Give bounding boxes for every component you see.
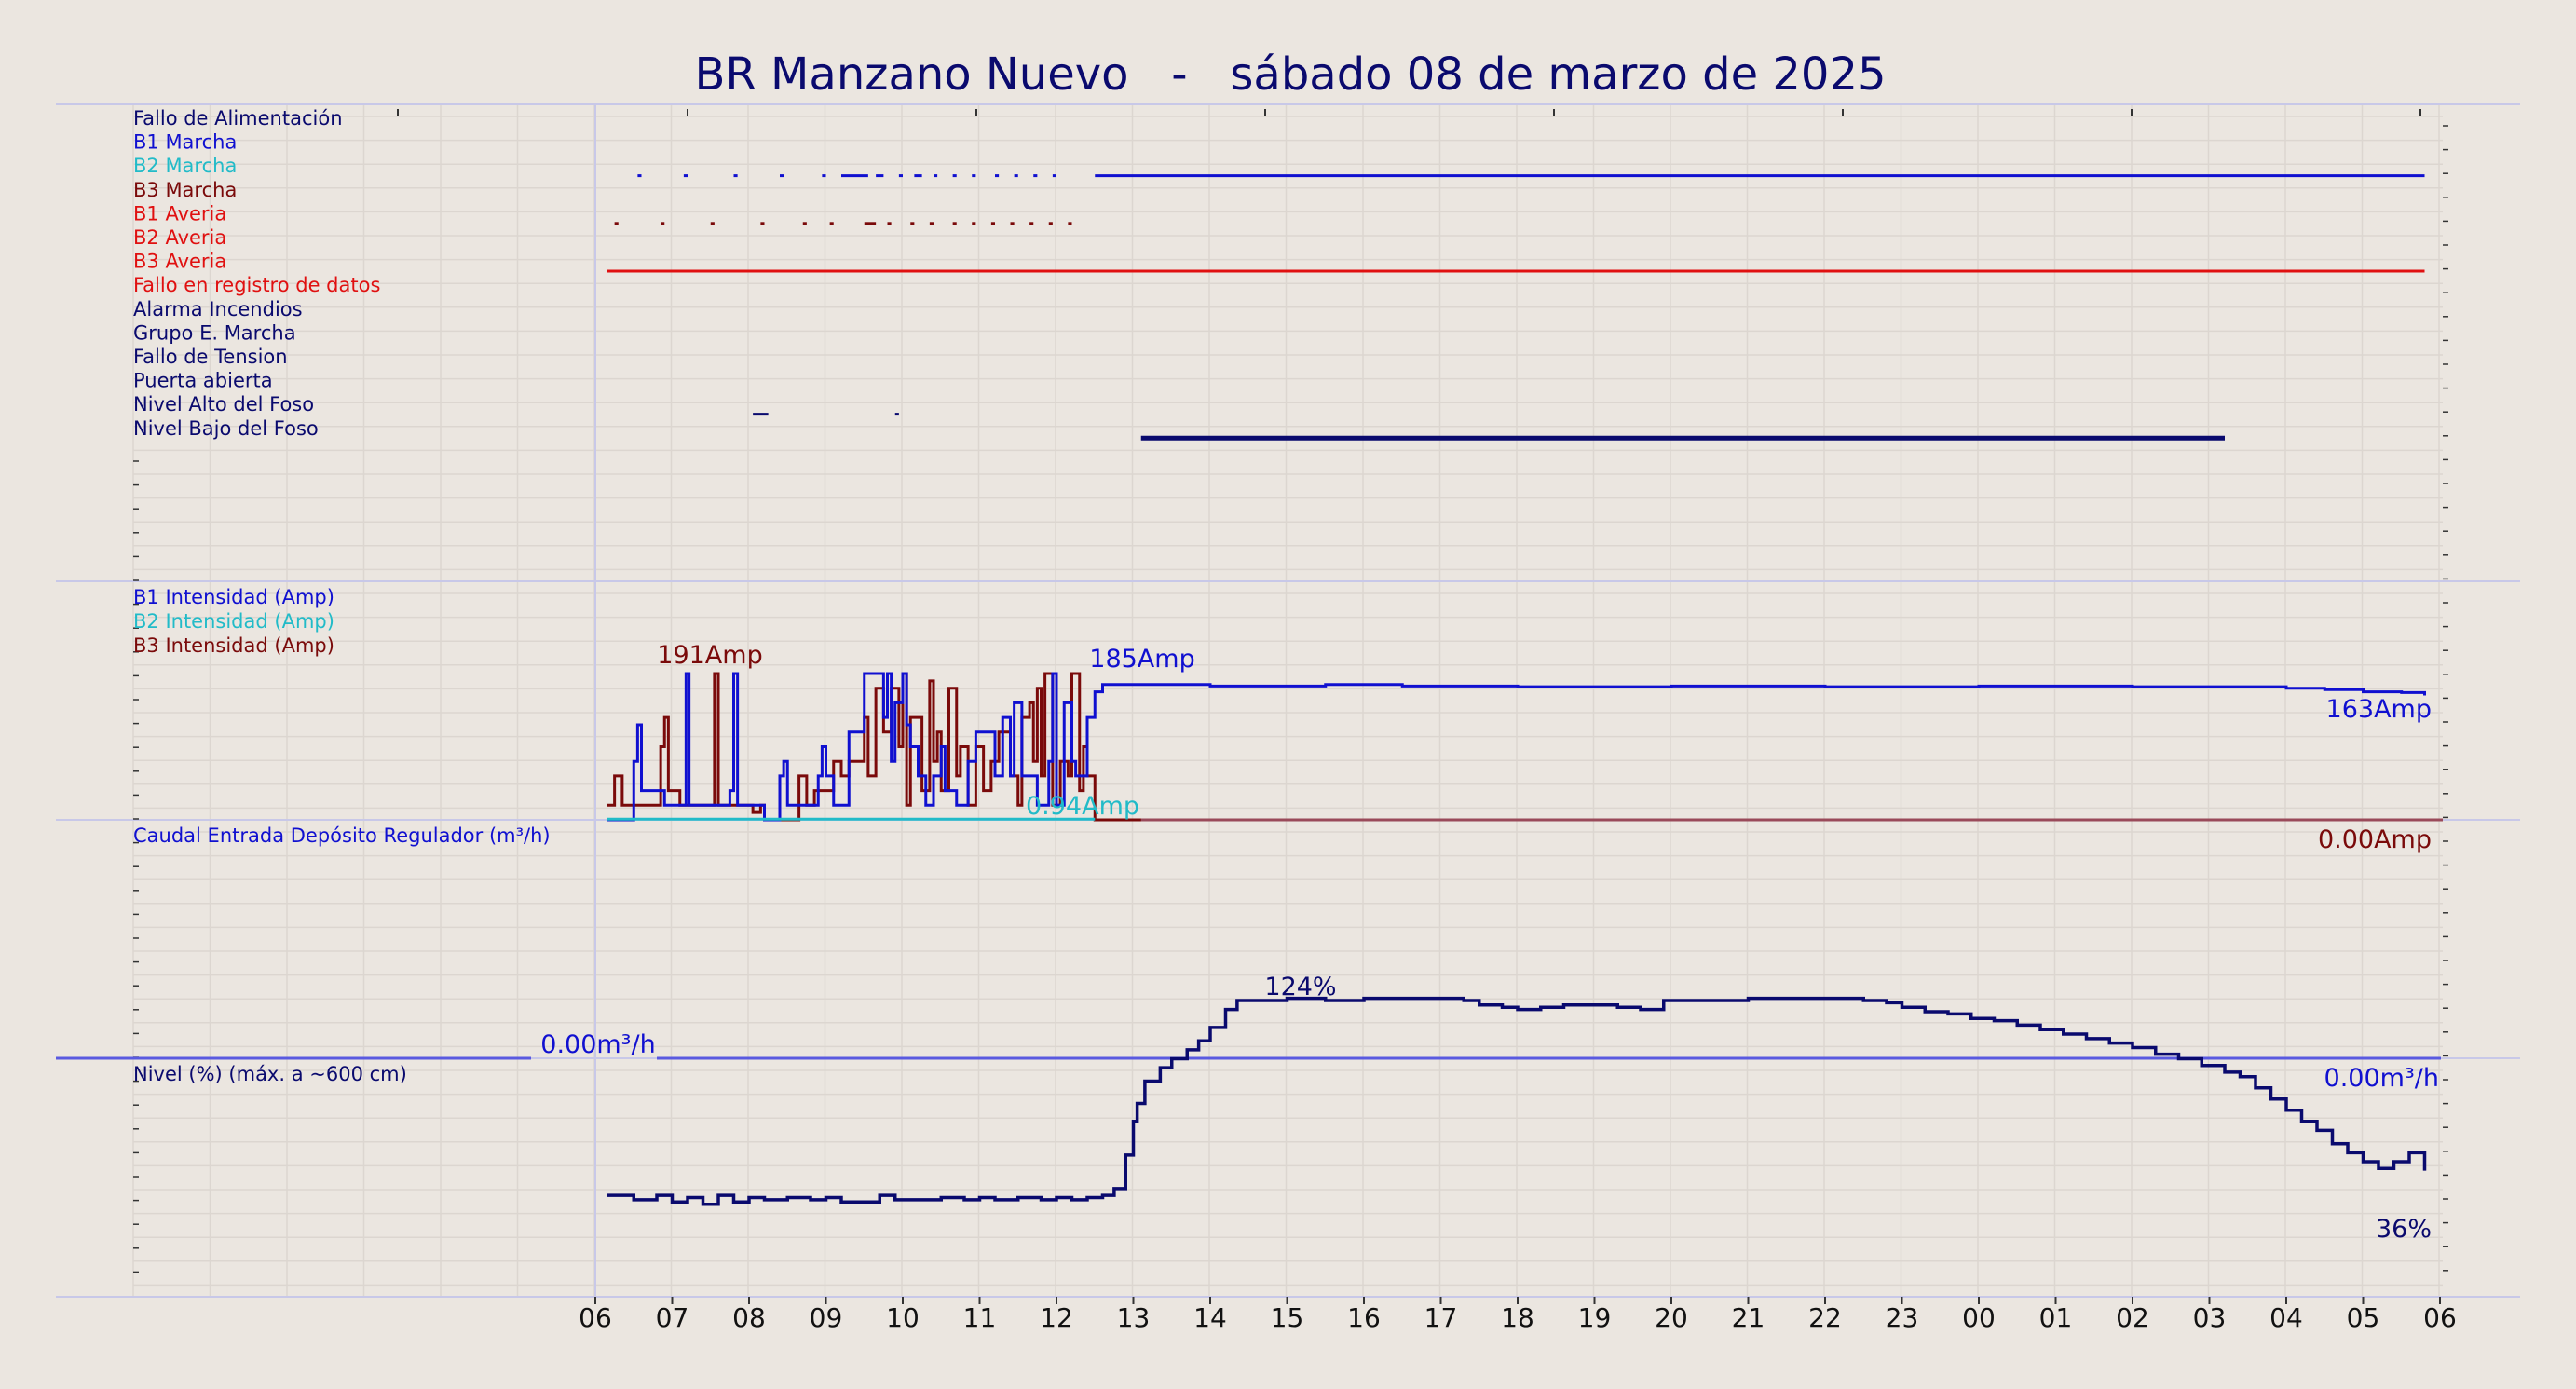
x-tick-label: 21 (1732, 1302, 1765, 1333)
x-tick-label: 14 (1193, 1302, 1227, 1333)
level-annotation: 124% (1264, 973, 1336, 1001)
current-annotation: 191Amp (657, 641, 762, 670)
status-label: Fallo de Tension (133, 346, 288, 368)
status-label: Puerta abierta (133, 370, 273, 392)
current-annotation: 163Amp (2326, 695, 2432, 724)
series-layer (56, 174, 2443, 1206)
x-tick-label: 16 (1347, 1302, 1381, 1333)
current-annotation: 0.00Amp (2318, 825, 2432, 854)
x-tick-label: 03 (2193, 1302, 2227, 1333)
x-tick-label: 11 (963, 1302, 997, 1333)
status-label: Fallo de Alimentación (133, 107, 343, 129)
x-tick-label: 18 (1501, 1302, 1534, 1333)
x-tick-label: 06 (2423, 1302, 2457, 1333)
chart-title: BR Manzano Nuevo - sábado 08 de marzo de… (694, 48, 1886, 101)
current-annotation: 0.94Amp (1026, 792, 1139, 821)
current-annotation: 185Amp (1089, 645, 1194, 674)
x-tick-label: 20 (1655, 1302, 1688, 1333)
x-tick-label: 13 (1117, 1302, 1151, 1333)
current-series-label: B1 Intensidad (Amp) (133, 586, 334, 608)
status-label: Nivel Alto del Foso (133, 393, 314, 415)
status-label: Fallo en registro de datos (133, 274, 380, 296)
x-tick-label: 10 (886, 1302, 920, 1333)
x-tick-label: 08 (732, 1302, 766, 1333)
flow-annotation: 0.00m³/h (2324, 1064, 2439, 1093)
status-label: B1 Averia (133, 202, 226, 225)
status-label: B2 Marcha (133, 155, 237, 177)
status-label: Alarma Incendios (133, 298, 303, 320)
x-axis: 06 07 08 09 10 11 12 13 14 15 16 17 18 19 20 21 22 23 00 01… (56, 109, 2520, 1333)
flow-series-label: Caudal Entrada Depósito Regulador (m³/h) (133, 824, 551, 847)
x-tick-label: 05 (2347, 1302, 2380, 1333)
level-line (607, 996, 2427, 1206)
current-series-label: B2 Intensidad (Amp) (133, 610, 334, 633)
status-label: Nivel Bajo del Foso (133, 417, 319, 440)
x-tick-label: 00 (1962, 1302, 1996, 1333)
x-tick-label: 01 (2039, 1302, 2073, 1333)
x-tick-label: 09 (810, 1302, 843, 1333)
status-label: B3 Averia (133, 251, 226, 273)
x-tick-label: 23 (1886, 1302, 1919, 1333)
current-series-label: B3 Intensidad (Amp) (133, 634, 334, 657)
b1-current-line (607, 672, 2426, 822)
x-tick-label: 17 (1424, 1302, 1458, 1333)
x-tick-label: 07 (656, 1302, 689, 1333)
x-tick-label: 02 (2116, 1302, 2149, 1333)
level-series-label: Nivel (%) (máx. a ~600 cm) (133, 1063, 407, 1085)
level-annotation: 36% (2376, 1215, 2432, 1244)
status-label: Grupo E. Marcha (133, 321, 296, 344)
x-tick-label: 19 (1578, 1302, 1612, 1333)
status-label: B1 Marcha (133, 131, 237, 154)
x-tick-label: 22 (1808, 1302, 1842, 1333)
x-tick-label: 15 (1271, 1302, 1304, 1333)
status-label: B2 Averia (133, 226, 226, 249)
status-label: B3 Marcha (133, 179, 237, 201)
x-tick-label: 06 (579, 1302, 612, 1333)
flow-annotation: 0.00m³/h (540, 1030, 655, 1059)
x-tick-label: 04 (2269, 1302, 2303, 1333)
x-tick-label: 12 (1040, 1302, 1073, 1333)
